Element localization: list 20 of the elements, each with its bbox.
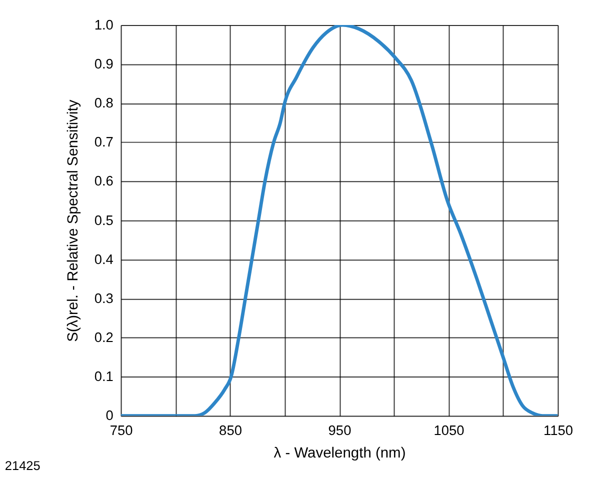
y-tick-label: 1.0	[94, 17, 114, 32]
y-tick-label: 0.3	[94, 290, 114, 306]
x-tick-label: 750	[110, 422, 134, 438]
x-axis-title: λ - Wavelength (nm)	[274, 446, 406, 462]
y-tick-label: 0.1	[94, 369, 114, 384]
y-axis-title: S(λ)rel. - Relative Spectral Sensitivity	[66, 99, 82, 342]
line-series	[120, 24, 558, 416]
y-tick-label: 0.5	[94, 212, 114, 228]
y-tick-label: 0.8	[94, 96, 114, 111]
y-tick-label: 0.6	[94, 174, 114, 189]
x-tick-label: 950	[328, 422, 352, 438]
x-tick-label: 850	[219, 422, 242, 438]
x-tick-label: 1050	[434, 422, 465, 438]
text: 21425	[4, 458, 40, 473]
y-tick-label: 0.7	[94, 134, 114, 150]
y-tick-label: 0.2	[94, 330, 114, 346]
y-tick-label: 0.4	[94, 252, 114, 267]
y-tick-label: 0	[106, 408, 114, 424]
x-tick-label: 1150	[543, 422, 574, 438]
y-tick-label: 0.9	[94, 56, 114, 72]
